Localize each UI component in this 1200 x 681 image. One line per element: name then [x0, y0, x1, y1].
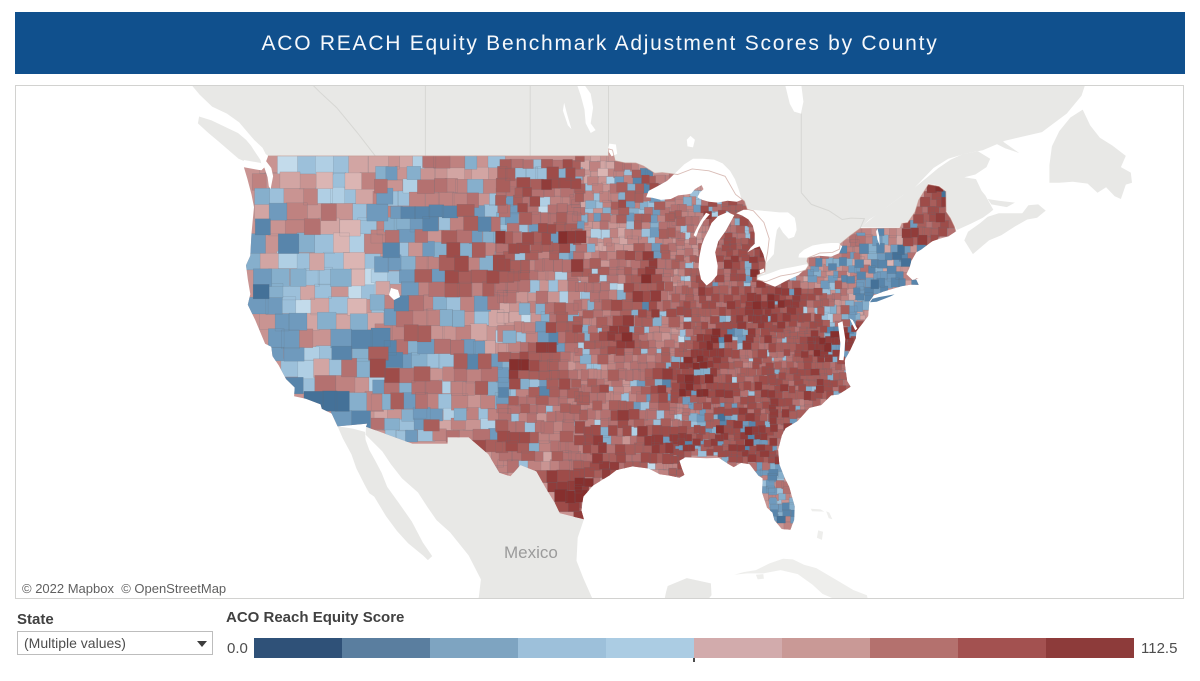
svg-text:Mexico: Mexico — [504, 543, 558, 562]
